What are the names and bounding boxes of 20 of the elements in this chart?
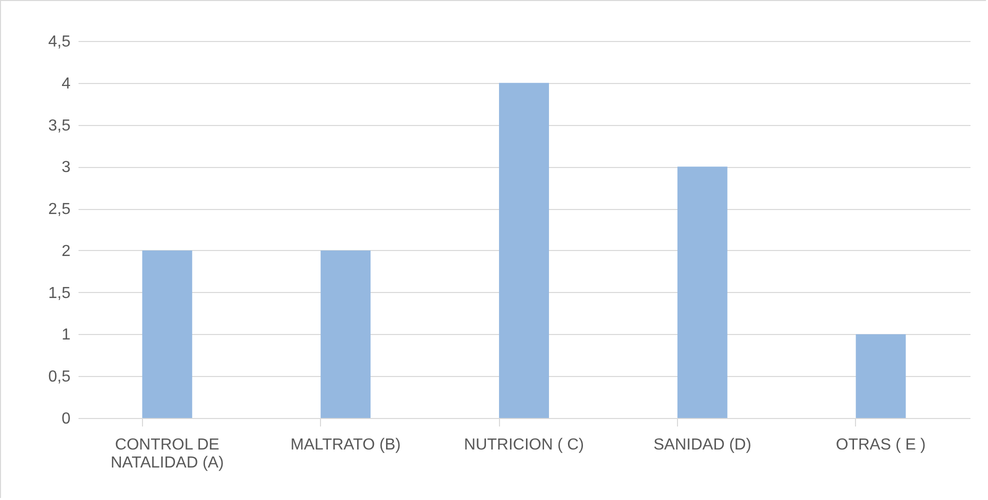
x-tick-label: CONTROL DE NATALIDAD (A)	[110, 436, 224, 472]
x-tick-label: NUTRICION ( C)	[464, 436, 584, 454]
y-tick-label: 2	[62, 242, 71, 260]
y-tick-label: 2,5	[48, 201, 71, 218]
bar	[856, 334, 906, 418]
bar	[499, 82, 549, 418]
bar	[677, 166, 728, 418]
y-tick-label: 1	[62, 326, 71, 344]
y-tick-label: 0,5	[48, 368, 71, 386]
x-tick-label: SANIDAD (D)	[654, 436, 752, 454]
y-tick-label: 3	[62, 159, 71, 176]
bar	[142, 250, 192, 418]
y-tick-label: 4	[62, 75, 71, 92]
y-tick-label: 1,5	[48, 284, 71, 302]
y-tick-label: 0	[62, 410, 71, 428]
x-tick-label: OTRAS ( E )	[836, 436, 926, 454]
y-tick-label: 3,5	[48, 117, 71, 134]
bar	[320, 250, 371, 418]
y-tick-label: 4,5	[48, 34, 71, 50]
x-tick-label: MALTRATO (B)	[290, 436, 401, 454]
